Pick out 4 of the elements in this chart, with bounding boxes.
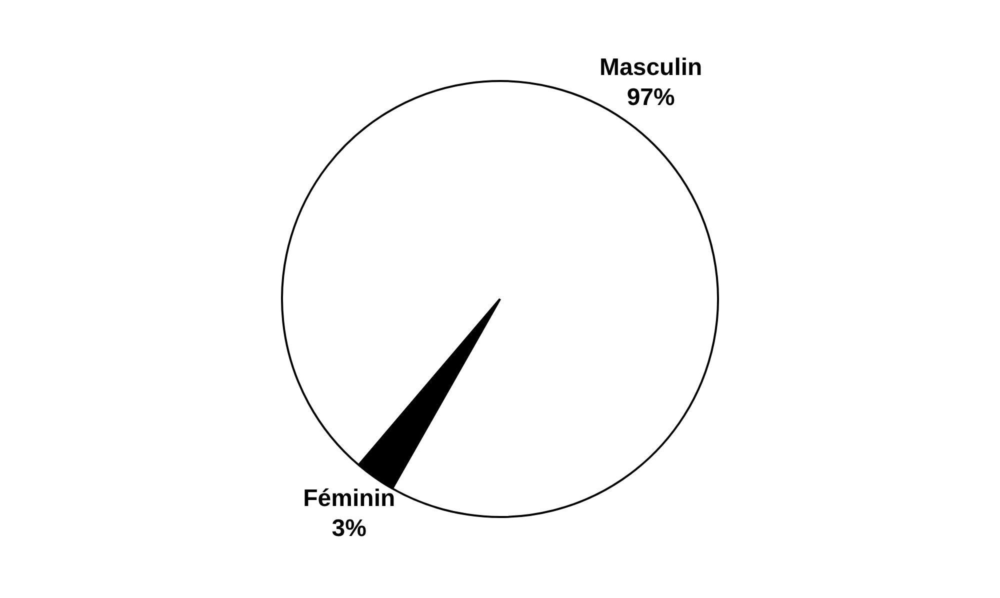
data-label: 97% [626,84,675,112]
slice-label: Féminin [303,485,396,512]
slice-label: Masculin [600,54,702,82]
data-label: 3% [332,515,366,542]
